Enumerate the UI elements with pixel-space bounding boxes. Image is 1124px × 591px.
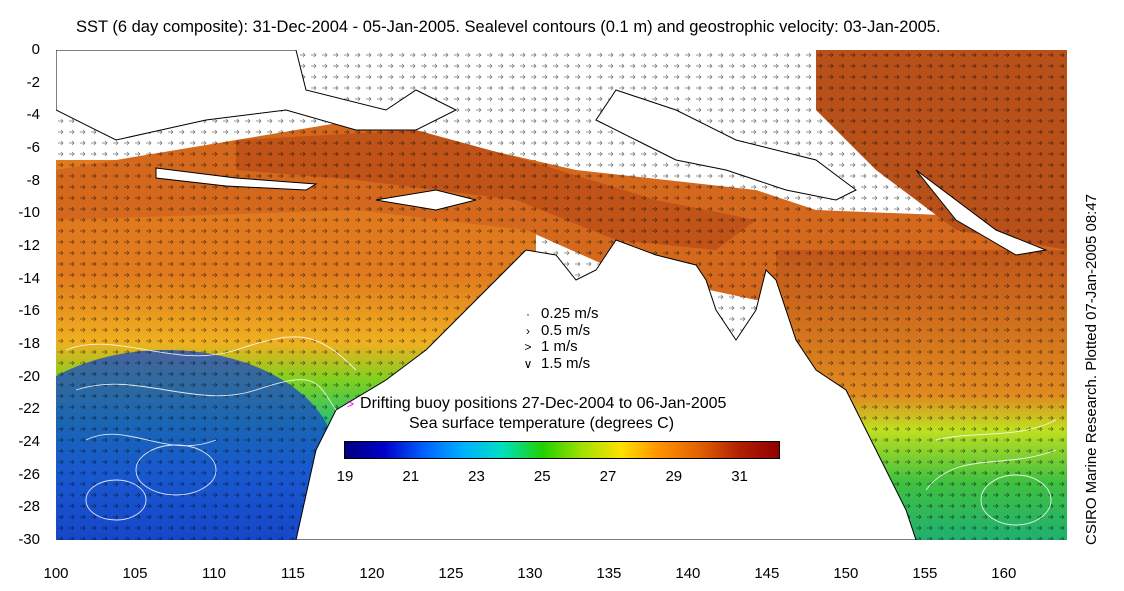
buoy-legend: > Drifting buoy positions 27-Dec-2004 to … — [347, 395, 727, 412]
colorbar-tick-label: 25 — [533, 468, 551, 485]
arrow-icon: · — [526, 307, 530, 321]
solomon-land — [915, 169, 1048, 256]
x-tick-label: 155 — [912, 565, 938, 582]
x-tick-label: 160 — [991, 565, 1017, 582]
plot-title: SST (6 day composite): 31-Dec-2004 - 05-… — [76, 18, 941, 36]
sst-map-canvas — [56, 50, 1067, 540]
arrow-icon: > — [524, 340, 532, 354]
java-land — [155, 167, 318, 191]
colorbar-tick-label: 21 — [402, 468, 420, 485]
colorbar-tick-label: 29 — [665, 468, 683, 485]
x-tick-label: 130 — [517, 565, 543, 582]
x-tick-label: 150 — [833, 565, 859, 582]
y-tick-label: -8 — [26, 171, 40, 189]
colorbar-tick-label: 23 — [468, 468, 485, 485]
x-tick-label: 100 — [43, 565, 69, 582]
x-tick-label: 140 — [675, 565, 701, 582]
timor-land — [375, 189, 477, 211]
velocity-legend-item: · 0.25 m/s — [515, 305, 599, 323]
arrow-icon: › — [526, 323, 530, 338]
colorbar — [344, 441, 780, 459]
x-tick-label: 105 — [122, 565, 148, 582]
new-guinea-land — [595, 89, 857, 201]
y-tick-label: -14 — [18, 269, 40, 287]
y-tick-label: -28 — [18, 498, 40, 516]
arrow-icon: ∨ — [523, 356, 533, 371]
buoy-marker-icon: > — [347, 397, 355, 411]
credit-label: CSIRO Marine Research. Plotted 07-Jan-20… — [1083, 193, 1100, 545]
x-tick-label: 120 — [359, 565, 385, 582]
y-tick-label: -30 — [18, 531, 40, 548]
y-tick-label: -12 — [18, 237, 40, 254]
y-tick-label: -6 — [26, 139, 40, 156]
x-tick-label: 115 — [280, 565, 305, 582]
velocity-legend: · 0.25 m/s › 0.5 m/s >1 m/s ∨ 1.5 m/s — [515, 305, 599, 373]
colorbar-tick-label: 31 — [731, 468, 748, 485]
colorbar-tick-label: 19 — [336, 468, 354, 485]
y-tick-label: 0 — [31, 41, 40, 58]
y-tick-label: -26 — [18, 465, 40, 483]
borneo-sulawesi-land — [56, 50, 458, 141]
y-tick-label: -20 — [18, 367, 40, 385]
x-tick-label: 145 — [754, 565, 780, 582]
sst-map[interactable] — [56, 50, 1067, 540]
australia-land — [295, 239, 917, 540]
sealevel-contours — [65, 336, 1057, 526]
velocity-legend-item: › 0.5 m/s — [515, 322, 599, 340]
y-tick-label: -18 — [18, 335, 40, 352]
y-tick-label: -4 — [26, 106, 40, 124]
x-tick-label: 135 — [596, 565, 622, 582]
y-tick-label: -24 — [18, 433, 40, 450]
y-tick-label: -16 — [18, 302, 40, 320]
colorbar-title: Sea surface temperature (degrees C) — [409, 415, 675, 432]
x-tick-label: 125 — [438, 565, 464, 582]
y-tick-label: -2 — [26, 73, 40, 91]
x-tick-label: 110 — [202, 565, 226, 582]
y-tick-label: -22 — [18, 400, 40, 418]
velocity-legend-item: >1 m/s — [515, 338, 599, 356]
velocity-legend-item: ∨ 1.5 m/s — [515, 355, 599, 373]
y-tick-label: -10 — [18, 204, 40, 222]
colorbar-tick-label: 27 — [599, 468, 617, 485]
